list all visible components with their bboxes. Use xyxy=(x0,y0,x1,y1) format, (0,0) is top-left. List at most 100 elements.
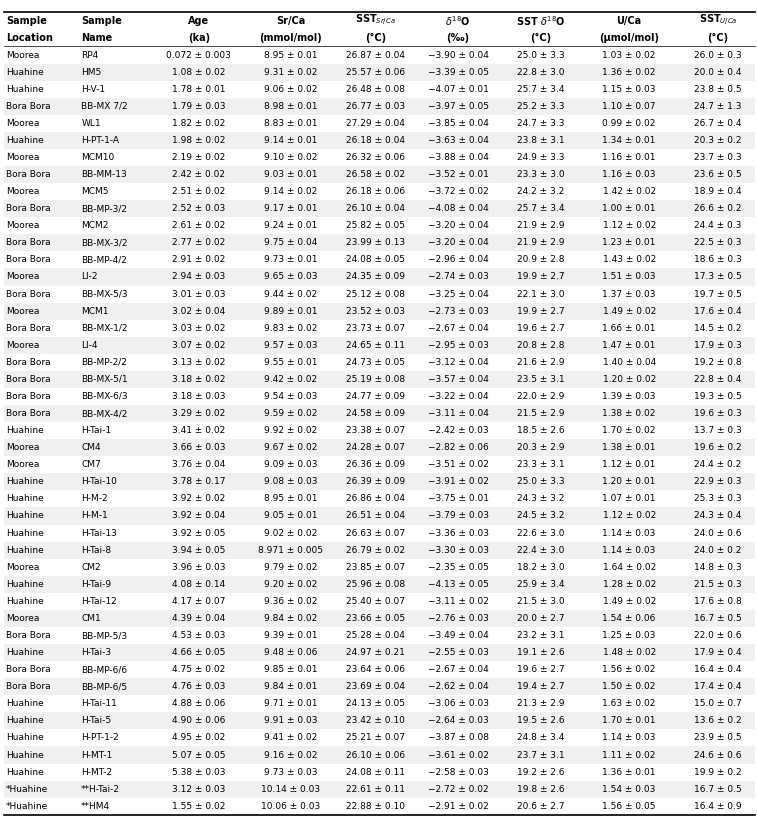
Text: 19.2 ± 2.6: 19.2 ± 2.6 xyxy=(516,768,564,777)
Text: Bora Bora: Bora Bora xyxy=(6,631,51,640)
Text: H-M-1: H-M-1 xyxy=(81,512,108,520)
Text: 9.83 ± 0.02: 9.83 ± 0.02 xyxy=(264,323,317,332)
Text: 9.71 ± 0.01: 9.71 ± 0.01 xyxy=(264,700,318,709)
Text: MCM2: MCM2 xyxy=(81,221,108,230)
Text: −3.57 ± 0.04: −3.57 ± 0.04 xyxy=(428,375,488,384)
Text: 15.0 ± 0.7: 15.0 ± 0.7 xyxy=(694,700,742,709)
Text: Bora Bora: Bora Bora xyxy=(6,665,51,674)
Text: H-V-1: H-V-1 xyxy=(81,85,105,94)
Text: 10.14 ± 0.03: 10.14 ± 0.03 xyxy=(261,784,320,793)
Text: 19.8 ± 2.6: 19.8 ± 2.6 xyxy=(516,784,564,793)
Text: −2.58 ± 0.03: −2.58 ± 0.03 xyxy=(428,768,488,777)
Text: WL1: WL1 xyxy=(81,119,101,128)
Text: 2.61 ± 0.02: 2.61 ± 0.02 xyxy=(173,221,226,230)
Text: −2.72 ± 0.02: −2.72 ± 0.02 xyxy=(428,784,488,793)
Text: 25.82 ± 0.05: 25.82 ± 0.05 xyxy=(346,221,405,230)
Text: BB-MX-5/1: BB-MX-5/1 xyxy=(81,375,128,384)
Text: 26.51 ± 0.04: 26.51 ± 0.04 xyxy=(346,512,405,520)
Text: H-PT-1-2: H-PT-1-2 xyxy=(81,733,119,742)
Text: 27.29 ± 0.04: 27.29 ± 0.04 xyxy=(346,119,405,128)
Text: 9.67 ± 0.02: 9.67 ± 0.02 xyxy=(264,444,317,452)
Text: 23.64 ± 0.06: 23.64 ± 0.06 xyxy=(346,665,405,674)
Text: 21.5 ± 2.9: 21.5 ± 2.9 xyxy=(516,409,564,418)
Text: −3.72 ± 0.02: −3.72 ± 0.02 xyxy=(428,187,488,196)
Text: 24.7 ± 1.3: 24.7 ± 1.3 xyxy=(694,102,742,111)
Text: 14.5 ± 0.2: 14.5 ± 0.2 xyxy=(694,323,742,332)
Text: 20.3 ± 0.2: 20.3 ± 0.2 xyxy=(694,136,742,145)
Text: 9.54 ± 0.03: 9.54 ± 0.03 xyxy=(264,392,317,401)
Text: −2.74 ± 0.03: −2.74 ± 0.03 xyxy=(428,272,488,281)
Text: 13.7 ± 0.3: 13.7 ± 0.3 xyxy=(694,426,742,435)
Text: 23.85 ± 0.07: 23.85 ± 0.07 xyxy=(346,563,405,572)
Bar xyxy=(4,200,755,217)
Text: 26.87 ± 0.04: 26.87 ± 0.04 xyxy=(346,50,405,59)
Text: 2.91 ± 0.02: 2.91 ± 0.02 xyxy=(173,255,226,264)
Bar xyxy=(4,473,755,491)
Text: 1.28 ± 0.02: 1.28 ± 0.02 xyxy=(603,579,656,588)
Text: 4.17 ± 0.07: 4.17 ± 0.07 xyxy=(173,597,226,606)
Text: 26.10 ± 0.04: 26.10 ± 0.04 xyxy=(346,204,405,213)
Text: −2.76 ± 0.03: −2.76 ± 0.03 xyxy=(428,614,488,623)
Text: 1.20 ± 0.02: 1.20 ± 0.02 xyxy=(603,375,656,384)
Text: −3.75 ± 0.01: −3.75 ± 0.01 xyxy=(428,495,488,504)
Text: 23.69 ± 0.04: 23.69 ± 0.04 xyxy=(346,682,405,691)
Text: 20.9 ± 2.8: 20.9 ± 2.8 xyxy=(516,255,564,264)
Bar xyxy=(4,303,755,319)
Text: 24.58 ± 0.09: 24.58 ± 0.09 xyxy=(346,409,405,418)
Text: 17.9 ± 0.3: 17.9 ± 0.3 xyxy=(694,341,742,350)
Text: 1.66 ± 0.01: 1.66 ± 0.01 xyxy=(603,323,656,332)
Text: 8.98 ± 0.01: 8.98 ± 0.01 xyxy=(264,102,318,111)
Text: 9.84 ± 0.01: 9.84 ± 0.01 xyxy=(264,682,317,691)
Text: H-MT-2: H-MT-2 xyxy=(81,768,112,777)
Text: 17.6 ± 0.4: 17.6 ± 0.4 xyxy=(694,307,742,315)
Text: 9.03 ± 0.01: 9.03 ± 0.01 xyxy=(264,170,318,179)
Bar xyxy=(4,713,755,729)
Text: Moorea: Moorea xyxy=(6,153,39,162)
Text: 24.77 ± 0.09: 24.77 ± 0.09 xyxy=(346,392,405,401)
Text: 9.44 ± 0.02: 9.44 ± 0.02 xyxy=(264,290,317,299)
Text: Moorea: Moorea xyxy=(6,307,39,315)
Text: Huahine: Huahine xyxy=(6,648,44,657)
Text: Bora Bora: Bora Bora xyxy=(6,682,51,691)
Text: 1.98 ± 0.02: 1.98 ± 0.02 xyxy=(173,136,226,145)
Text: CM7: CM7 xyxy=(81,460,101,469)
Text: Huahine: Huahine xyxy=(6,733,44,742)
Text: Moorea: Moorea xyxy=(6,563,39,572)
Text: BB-MP-2/2: BB-MP-2/2 xyxy=(81,358,127,367)
Text: −3.25 ± 0.04: −3.25 ± 0.04 xyxy=(428,290,488,299)
Text: 1.82 ± 0.02: 1.82 ± 0.02 xyxy=(173,119,226,128)
Text: 5.38 ± 0.03: 5.38 ± 0.03 xyxy=(172,768,226,777)
Text: 16.4 ± 0.4: 16.4 ± 0.4 xyxy=(694,665,742,674)
Text: 24.0 ± 0.6: 24.0 ± 0.6 xyxy=(694,528,742,537)
Text: MCM1: MCM1 xyxy=(81,307,109,315)
Text: −3.11 ± 0.02: −3.11 ± 0.02 xyxy=(428,597,488,606)
Text: 24.4 ± 0.2: 24.4 ± 0.2 xyxy=(694,460,742,469)
Text: H-Tai-1: H-Tai-1 xyxy=(81,426,111,435)
Bar xyxy=(4,268,755,286)
Text: 1.10 ± 0.07: 1.10 ± 0.07 xyxy=(603,102,656,111)
Text: 3.12 ± 0.03: 3.12 ± 0.03 xyxy=(173,784,226,793)
Text: (°C): (°C) xyxy=(530,33,551,43)
Text: Moorea: Moorea xyxy=(6,187,39,196)
Text: 24.3 ± 0.4: 24.3 ± 0.4 xyxy=(694,512,742,520)
Text: 3.18 ± 0.03: 3.18 ± 0.03 xyxy=(172,392,226,401)
Text: 26.32 ± 0.06: 26.32 ± 0.06 xyxy=(346,153,405,162)
Text: 26.36 ± 0.09: 26.36 ± 0.09 xyxy=(346,460,405,469)
Text: SST$_{Sr/Ca}$: SST$_{Sr/Ca}$ xyxy=(355,13,396,29)
Text: Bora Bora: Bora Bora xyxy=(6,323,51,332)
Text: −2.95 ± 0.03: −2.95 ± 0.03 xyxy=(428,341,488,350)
Text: −2.96 ± 0.04: −2.96 ± 0.04 xyxy=(428,255,488,264)
Text: 26.6 ± 0.2: 26.6 ± 0.2 xyxy=(694,204,742,213)
Text: 1.16 ± 0.03: 1.16 ± 0.03 xyxy=(603,170,656,179)
Text: 26.79 ± 0.02: 26.79 ± 0.02 xyxy=(346,546,405,555)
Text: 23.99 ± 0.13: 23.99 ± 0.13 xyxy=(346,239,405,248)
Text: RP4: RP4 xyxy=(81,50,98,59)
Text: 25.21 ± 0.07: 25.21 ± 0.07 xyxy=(346,733,405,742)
Text: Location: Location xyxy=(6,33,53,43)
Text: 24.4 ± 0.3: 24.4 ± 0.3 xyxy=(694,221,742,230)
Text: 18.6 ± 0.3: 18.6 ± 0.3 xyxy=(694,255,742,264)
Bar xyxy=(4,439,755,456)
Text: 25.57 ± 0.06: 25.57 ± 0.06 xyxy=(346,67,405,77)
Text: 25.9 ± 3.4: 25.9 ± 3.4 xyxy=(516,579,564,588)
Text: 9.79 ± 0.02: 9.79 ± 0.02 xyxy=(264,563,317,572)
